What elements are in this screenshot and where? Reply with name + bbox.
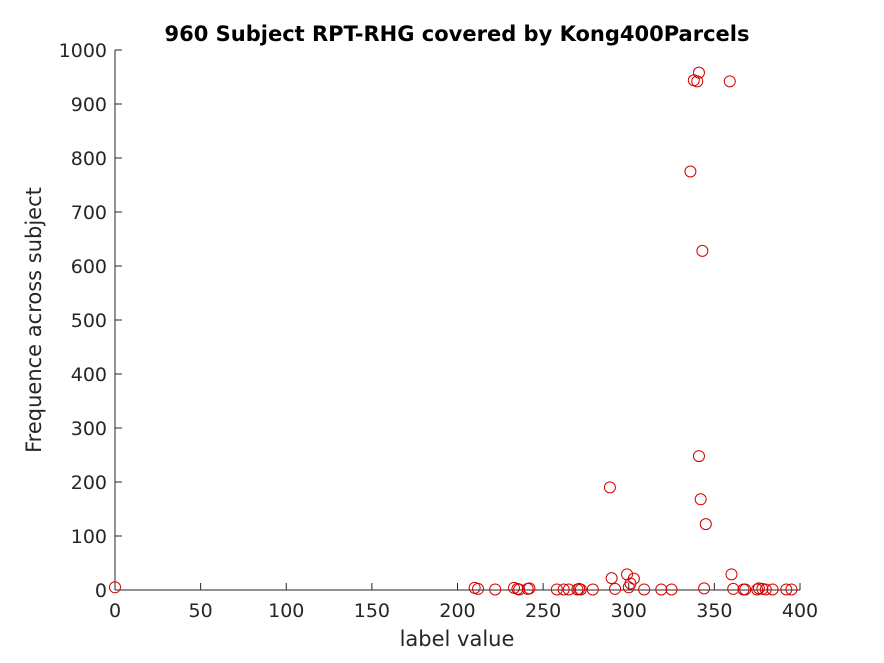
x-tick-label: 400 <box>782 600 818 622</box>
data-point <box>684 165 697 178</box>
data-point <box>472 582 485 595</box>
x-tick-label: 0 <box>109 600 121 622</box>
y-tick-label: 1000 <box>59 40 107 62</box>
y-tick-label: 600 <box>71 256 107 278</box>
data-point <box>766 583 779 596</box>
data-point <box>627 572 640 585</box>
data-point <box>739 583 752 596</box>
y-tick-label: 300 <box>71 418 107 440</box>
x-tick-label: 150 <box>354 600 390 622</box>
data-point <box>692 450 705 463</box>
y-tick-label: 0 <box>95 580 107 602</box>
data-point <box>785 583 798 596</box>
axes <box>114 50 800 591</box>
data-point <box>723 75 736 88</box>
data-point <box>550 583 563 596</box>
data-point <box>574 583 587 596</box>
data-point <box>468 581 481 594</box>
y-tick-label: 700 <box>71 202 107 224</box>
data-point <box>687 74 700 87</box>
x-tick-label: 50 <box>189 600 213 622</box>
data-point <box>694 493 707 506</box>
data-point <box>603 481 616 494</box>
data-point <box>692 66 705 79</box>
data-point <box>698 582 711 595</box>
x-tick-label: 350 <box>696 600 732 622</box>
y-ticks: 0 100 200 300 400 500 600 700 800 900 1000 <box>59 40 122 602</box>
y-tick-label: 900 <box>71 94 107 116</box>
chart-title: 960 Subject RPT-RHG covered by Kong400Pa… <box>165 22 750 46</box>
data-point <box>655 583 668 596</box>
data-point <box>513 583 526 596</box>
data-point <box>699 518 712 531</box>
data-point <box>523 582 536 595</box>
data-point <box>759 583 772 596</box>
data-point <box>562 583 575 596</box>
data-point <box>609 582 622 595</box>
x-tick-label: 250 <box>525 600 561 622</box>
x-tick-label: 100 <box>268 600 304 622</box>
x-axis-label: label value <box>400 627 515 651</box>
data-point <box>638 583 651 596</box>
data-point <box>780 583 793 596</box>
data-point <box>665 583 678 596</box>
data-point <box>586 583 599 596</box>
x-tick-label: 200 <box>439 600 475 622</box>
y-tick-label: 200 <box>71 472 107 494</box>
data-point <box>725 568 738 581</box>
data-points <box>109 66 798 596</box>
x-tick-label: 300 <box>611 600 647 622</box>
data-point <box>605 572 618 585</box>
data-point <box>756 582 769 595</box>
data-point <box>751 583 764 596</box>
y-tick-label: 800 <box>71 148 107 170</box>
data-point <box>727 582 740 595</box>
data-point <box>691 75 704 88</box>
x-ticks: 0 50 100 150 200 250 300 350 400 <box>109 583 818 622</box>
data-point <box>489 583 502 596</box>
data-point <box>557 583 570 596</box>
data-point <box>752 582 765 595</box>
y-tick-label: 400 <box>71 364 107 386</box>
y-tick-label: 500 <box>71 310 107 332</box>
data-point <box>696 244 709 257</box>
data-point <box>109 581 121 594</box>
y-tick-label: 100 <box>71 526 107 548</box>
y-axis-label: Frequence across subject <box>22 187 46 453</box>
